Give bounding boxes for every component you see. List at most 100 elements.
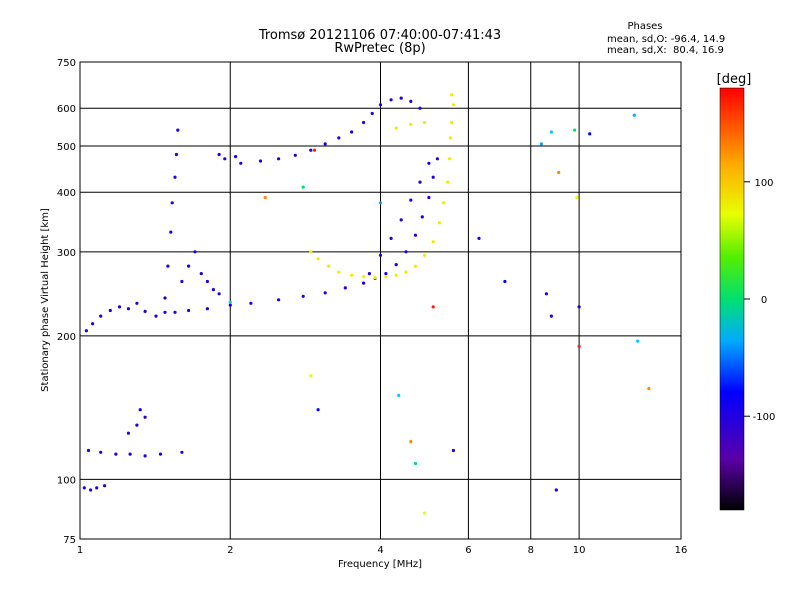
data-point — [258, 159, 263, 163]
chart-title: Tromsø 20121106 07:40:00-07:41:43 — [258, 28, 501, 43]
data-point — [447, 157, 452, 161]
data-point — [373, 275, 377, 280]
data-point — [312, 148, 317, 152]
data-point — [99, 450, 103, 454]
data-point — [394, 126, 398, 130]
data-point — [173, 310, 177, 314]
data-point — [544, 292, 549, 296]
data-point — [378, 201, 383, 205]
data-point — [163, 310, 167, 314]
data-point — [549, 130, 554, 134]
y-tick-label: 400 — [57, 188, 76, 199]
data-point — [449, 120, 454, 125]
data-point — [199, 272, 203, 276]
data-point — [211, 288, 215, 292]
data-point — [316, 408, 320, 412]
data-point — [404, 270, 408, 274]
data-point — [193, 250, 197, 254]
data-point — [228, 303, 232, 307]
data-point — [588, 132, 592, 136]
data-point — [301, 294, 305, 298]
data-point — [117, 305, 122, 309]
data-point — [431, 175, 435, 179]
data-point — [169, 230, 173, 234]
data-point — [554, 488, 558, 492]
data-point — [409, 99, 413, 103]
data-point — [143, 415, 147, 419]
data-point — [187, 264, 191, 268]
data-point — [234, 155, 238, 159]
x-tick-label: 6 — [465, 545, 471, 556]
y-tick-label: 500 — [57, 142, 76, 153]
data-point — [249, 301, 253, 305]
data-point — [632, 113, 636, 117]
data-point — [108, 308, 112, 313]
data-point — [103, 484, 107, 488]
data-point — [277, 298, 281, 302]
data-point — [95, 486, 99, 490]
data-point — [441, 201, 446, 205]
data-point — [323, 142, 327, 146]
data-point — [431, 305, 435, 309]
data-point — [573, 128, 577, 132]
plot-frame — [79, 61, 682, 540]
data-point — [154, 314, 158, 318]
data-point — [577, 344, 581, 348]
colorbar-tick-label: 0 — [761, 295, 767, 306]
data-point — [205, 307, 209, 311]
y-tick-labels: 75 100 200 300 400 500 600 750 — [57, 58, 76, 546]
chart-subtitle: RwPretec (8p) — [334, 41, 425, 56]
data-point — [180, 450, 184, 454]
data-point — [163, 296, 167, 300]
data-point — [263, 195, 267, 200]
data-point — [557, 170, 561, 175]
x-tick-label: 8 — [528, 545, 534, 556]
data-point — [539, 142, 543, 146]
data-point — [397, 393, 401, 397]
data-point — [413, 461, 418, 466]
data-point — [337, 270, 341, 274]
x-tick-labels: 1 2 4 6 8 10 16 — [77, 545, 688, 556]
data-point — [384, 275, 388, 279]
data-point — [309, 374, 313, 378]
phases-mean-x: mean, sd,X: 80.4, 16.9 — [607, 45, 724, 56]
data-point — [549, 314, 554, 318]
data-point — [477, 236, 481, 240]
data-point — [378, 103, 383, 107]
data-point — [394, 263, 398, 267]
data-point — [86, 448, 91, 453]
data-point — [370, 111, 374, 116]
data-point — [448, 136, 452, 140]
data-point — [350, 130, 354, 134]
data-point — [422, 120, 427, 125]
data-point — [176, 128, 180, 132]
y-tick-label: 100 — [57, 475, 76, 486]
data-point — [451, 448, 455, 453]
data-point — [114, 452, 118, 456]
data-point — [301, 185, 305, 189]
data-point — [337, 136, 341, 140]
data-point — [126, 307, 130, 311]
data-point — [143, 454, 147, 458]
data-point — [418, 180, 422, 184]
data-point — [367, 272, 371, 276]
data-point — [362, 120, 366, 125]
y-tick-label: 75 — [63, 535, 76, 546]
data-point — [451, 103, 455, 107]
colorbar-label: [deg] — [717, 72, 752, 87]
data-point — [437, 221, 441, 225]
data-point — [323, 291, 327, 295]
data-point — [422, 511, 427, 515]
data-point — [277, 157, 281, 161]
data-point — [217, 292, 221, 296]
data-point — [413, 264, 418, 268]
data-point — [445, 180, 450, 184]
data-point — [409, 440, 413, 444]
x-tick-label: 2 — [227, 545, 233, 556]
data-point — [91, 322, 95, 326]
data-point — [99, 314, 103, 318]
data-point — [389, 236, 393, 240]
data-point — [309, 148, 313, 152]
data-point — [404, 250, 408, 254]
